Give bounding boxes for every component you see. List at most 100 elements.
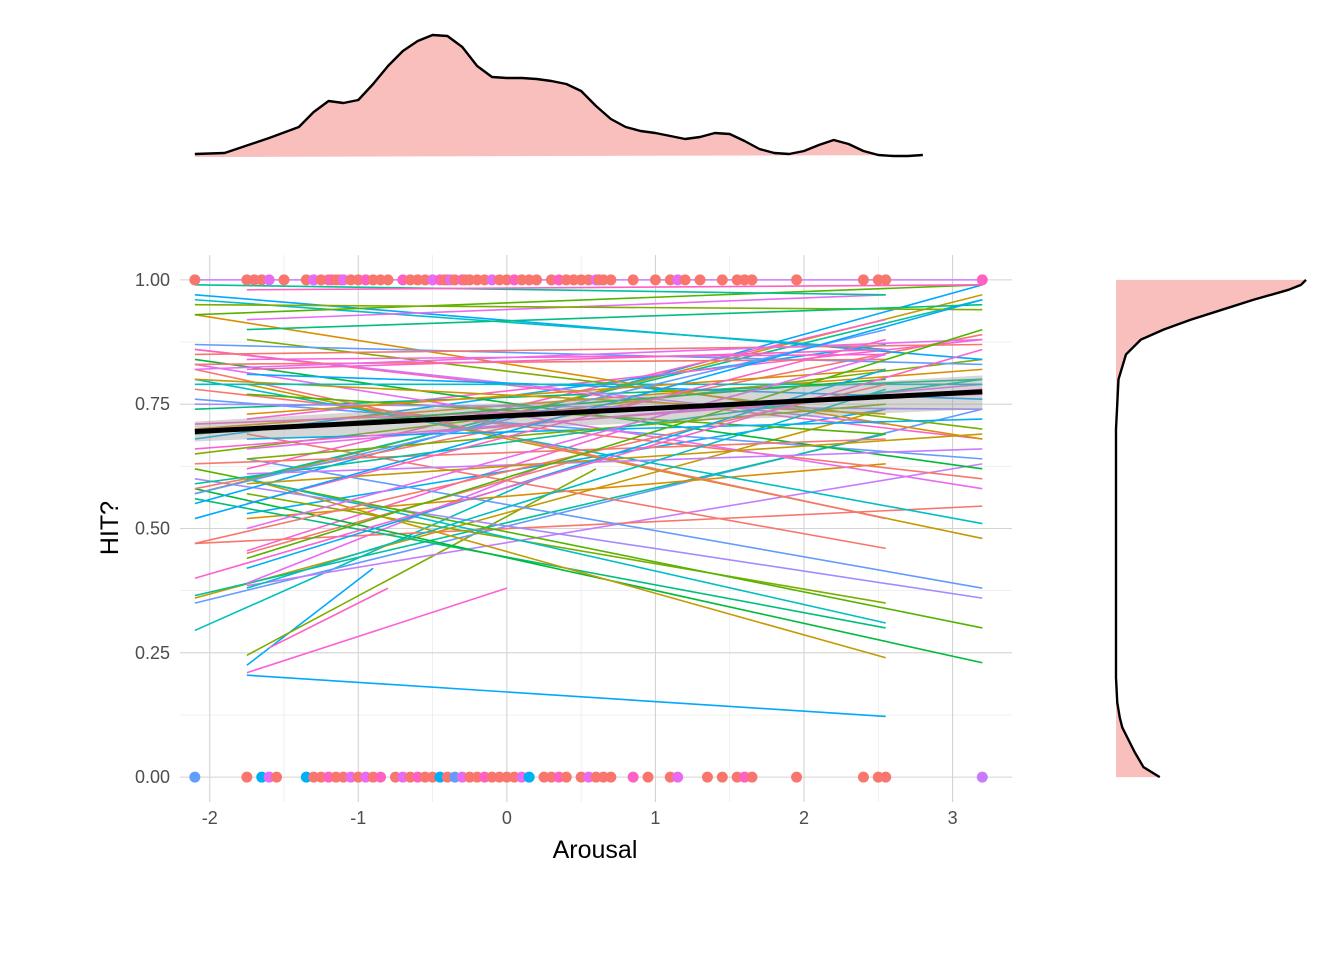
data-point-miss — [189, 771, 201, 783]
subject-fit-line — [246, 477, 886, 624]
subject-fit-line — [194, 363, 983, 490]
y-tick-label: 1.00 — [135, 270, 170, 290]
y-axis-label: HIT? — [96, 501, 124, 555]
subject-fit-line — [268, 587, 389, 649]
subject-fit-line — [194, 497, 886, 629]
data-point-miss — [560, 771, 572, 783]
subject-fit-line — [194, 478, 537, 632]
data-point-hit — [649, 274, 661, 286]
subject-fit-line — [246, 303, 983, 331]
x-density-curve — [194, 33, 923, 158]
data-point-hit — [189, 274, 201, 286]
subject-fit-line — [246, 463, 983, 587]
subject-fit-line — [194, 284, 886, 296]
data-point-hit — [263, 274, 275, 286]
data-point-miss — [857, 771, 869, 783]
subject-fit-line — [194, 438, 886, 465]
data-point-hit — [694, 274, 706, 286]
subject-fit-line — [194, 408, 886, 599]
subject-fit-line — [194, 313, 983, 440]
subject-fit-line — [246, 674, 886, 718]
x-tick-label: 0 — [502, 808, 512, 828]
pooled-fit — [194, 375, 983, 442]
subject-fit-line — [246, 468, 597, 657]
data-point-hit — [857, 274, 869, 286]
subject-fit-line — [194, 298, 886, 351]
data-point-hit — [791, 274, 803, 286]
subject-fit-line — [246, 433, 983, 485]
y-tick-label: 0.25 — [135, 643, 170, 663]
subject-fit-line — [194, 343, 983, 356]
x-axis-ticks: -2 -1 0 1 2 3 — [202, 808, 958, 828]
subject-fit-line — [194, 505, 983, 545]
subject-fit-line — [194, 348, 983, 579]
data-point-miss — [791, 771, 803, 783]
data-point-miss — [746, 771, 758, 783]
data-point-miss — [716, 771, 728, 783]
y-axis-ticks: 0.00 0.25 0.50 0.75 1.00 — [135, 270, 170, 787]
data-point-miss — [672, 771, 684, 783]
pooled-fit-ci-band — [194, 375, 983, 442]
data-point-miss — [627, 771, 639, 783]
data-point-hit — [976, 274, 988, 286]
subject-fit-line — [246, 468, 537, 584]
data-point-hit — [679, 274, 691, 286]
data-point-miss — [271, 771, 283, 783]
data-point-miss — [642, 771, 654, 783]
x-tick-label: -1 — [350, 808, 366, 828]
data-point-hit — [627, 274, 639, 286]
data-point-hit — [278, 274, 290, 286]
x-density-area — [194, 35, 923, 157]
subject-fit-line — [246, 353, 886, 530]
subject-fit-line — [194, 358, 886, 366]
data-point-hit — [605, 274, 617, 286]
data-point-miss — [880, 771, 892, 783]
subject-fit-line — [246, 403, 886, 460]
data-point-hit — [531, 274, 543, 286]
subject-fit-line — [246, 318, 886, 470]
subject-fit-lines — [194, 279, 983, 718]
subject-fit-line — [246, 492, 886, 604]
subject-fit-line — [246, 328, 983, 560]
y-tick-label: 0.75 — [135, 394, 170, 414]
y-density-curve — [1114, 279, 1307, 779]
subject-fit-line — [194, 468, 983, 629]
subject-fit-line — [194, 388, 983, 480]
subject-fit-line — [246, 458, 983, 589]
subject-fit-line — [246, 478, 886, 659]
subject-fit-line — [246, 338, 886, 505]
subject-fit-line — [194, 477, 983, 599]
subject-fit-line — [246, 388, 886, 589]
data-point-hit — [880, 274, 892, 286]
data-point-hit — [716, 274, 728, 286]
subject-fit-line — [194, 284, 983, 316]
data-point-miss — [976, 771, 988, 783]
y-density-area — [1116, 279, 1306, 778]
data-point-miss — [701, 771, 713, 783]
x-tick-label: 3 — [948, 808, 958, 828]
data-points — [189, 274, 988, 783]
x-tick-label: 2 — [799, 808, 809, 828]
subject-fit-line — [194, 338, 983, 371]
top-marginal-density — [194, 33, 923, 158]
subject-fit-line — [194, 368, 886, 520]
subject-fit-line — [194, 403, 983, 410]
subject-fit-line — [246, 567, 374, 666]
subject-fit-line — [246, 587, 508, 674]
x-tick-label: 1 — [650, 808, 660, 828]
right-marginal-density — [1114, 279, 1307, 779]
pooled-fit-line — [194, 389, 983, 435]
subject-fit-line — [246, 284, 983, 291]
subject-fit-line — [246, 348, 886, 371]
data-point-miss — [241, 771, 253, 783]
y-tick-label: 0.50 — [135, 519, 170, 539]
data-point-miss — [375, 771, 387, 783]
subject-fit-line — [194, 487, 983, 664]
data-point-hit — [746, 274, 758, 286]
x-tick-label: -2 — [202, 808, 218, 828]
x-axis-label: Arousal — [553, 836, 638, 864]
subject-fit-line — [246, 368, 886, 415]
data-point-miss — [523, 771, 535, 783]
